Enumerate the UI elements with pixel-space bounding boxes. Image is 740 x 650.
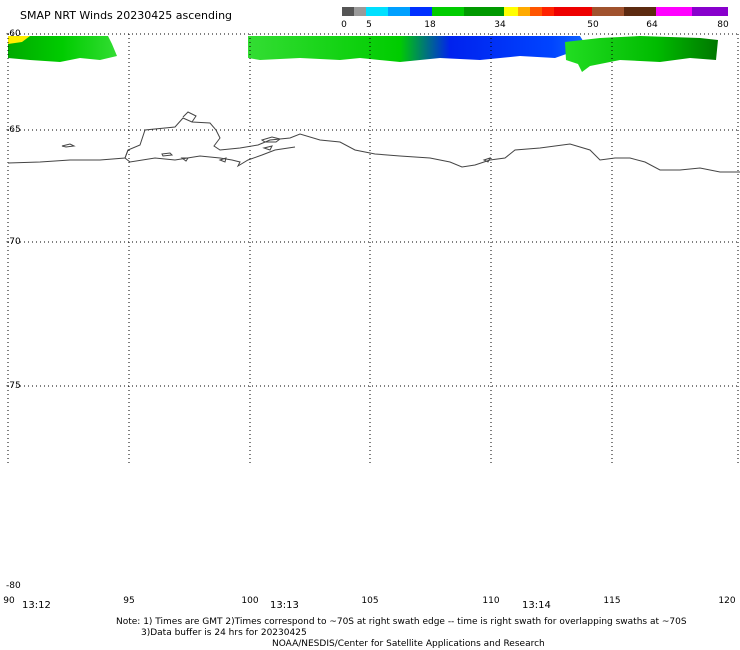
colorbar-segment xyxy=(656,7,692,16)
lat-label: -70 xyxy=(6,237,21,247)
colorbar-segment xyxy=(354,7,366,16)
colorbar-segment xyxy=(518,7,530,16)
colorbar-segment xyxy=(388,7,410,16)
time-label: 13:13 xyxy=(270,600,299,611)
colorbar-label: 0 xyxy=(341,20,347,30)
colorbar-label: 34 xyxy=(494,20,506,30)
lat-label: -65 xyxy=(6,125,21,135)
lon-label: 100 xyxy=(241,596,259,606)
colorbar-label: 50 xyxy=(587,20,599,30)
colorbar-label: 64 xyxy=(646,20,658,30)
colorbar-label: 80 xyxy=(717,20,729,30)
time-label: 13:12 xyxy=(22,600,51,611)
colorbar-segment xyxy=(464,7,504,16)
wind-swath-left-high xyxy=(8,36,30,44)
lon-label: 105 xyxy=(361,596,379,606)
wind-swaths xyxy=(8,36,718,72)
note-line: Note: 1) Times are GMT 2)Times correspon… xyxy=(116,617,687,627)
colorbar-segment xyxy=(342,7,354,16)
time-label: 13:14 xyxy=(522,600,551,611)
colorbar-segment xyxy=(542,7,554,16)
wind-swath-right xyxy=(565,36,718,72)
coastline xyxy=(7,111,740,173)
lat-label: -60 xyxy=(6,29,21,39)
colorbar-label: 5 xyxy=(366,20,372,30)
colorbar-segment xyxy=(692,7,728,16)
lon-label: 90 xyxy=(3,596,15,606)
map-grid xyxy=(7,33,740,465)
colorbar-segment xyxy=(366,7,388,16)
credit-line: NOAA/NESDIS/Center for Satellite Applica… xyxy=(272,639,545,649)
colorbar-segment xyxy=(432,7,464,16)
lon-label: 115 xyxy=(603,596,621,606)
lon-label: 120 xyxy=(718,596,736,606)
lat-label: -80 xyxy=(6,581,21,591)
lon-label: 95 xyxy=(123,596,135,606)
map-title: SMAP NRT Winds 20230425 ascending xyxy=(20,9,233,22)
colorbar-segment xyxy=(554,7,592,16)
colorbar-segment xyxy=(530,7,542,16)
colorbar-segment xyxy=(504,7,518,16)
colorbar-label: 18 xyxy=(424,20,436,30)
colorbar-segment xyxy=(624,7,656,16)
lat-label: -75 xyxy=(6,381,21,391)
colorbar-segment xyxy=(410,7,432,16)
wind-swath-left xyxy=(8,36,117,62)
lon-label: 110 xyxy=(482,596,500,606)
wind-swath-middle xyxy=(248,36,585,62)
colorbar-segment xyxy=(592,7,624,16)
note-line: 3)Data buffer is 24 hrs for 20230425 xyxy=(141,628,307,638)
